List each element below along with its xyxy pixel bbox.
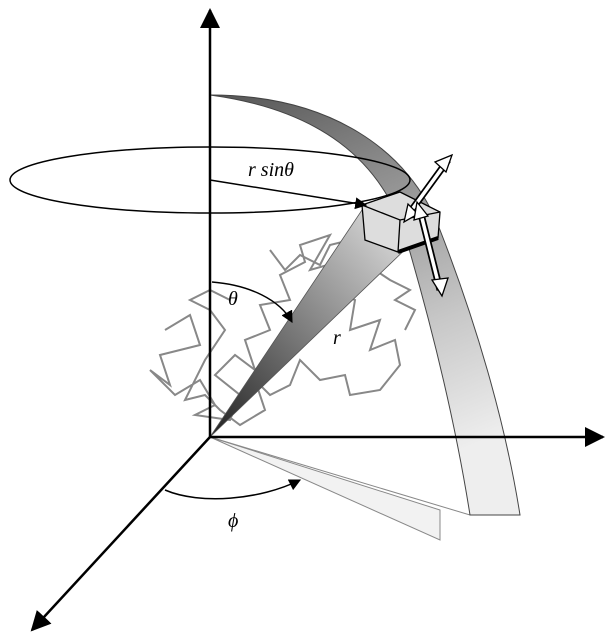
theta-label: θ <box>228 288 238 310</box>
phi-arc <box>164 479 302 500</box>
phi-label: ϕ <box>228 510 238 532</box>
r-label: r <box>333 327 341 349</box>
displacement-arrows <box>403 153 454 298</box>
theta-arc <box>211 281 293 324</box>
axes <box>30 8 605 632</box>
shell-band <box>209 94 521 516</box>
r-sin-theta-arrow <box>209 179 368 210</box>
r-sin-theta-label: r sinθ <box>248 159 294 181</box>
